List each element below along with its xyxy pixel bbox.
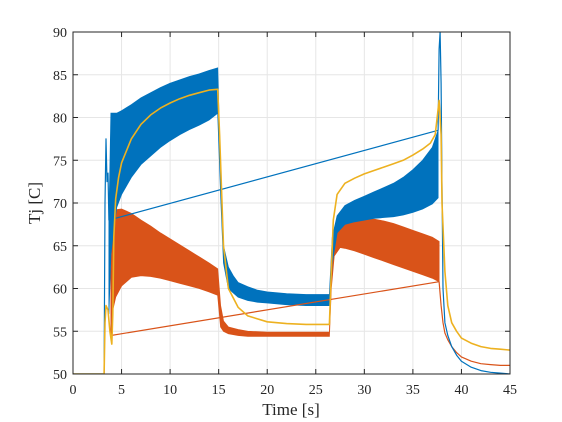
x-tick-label: 15 [212,383,226,398]
x-tick-label: 25 [309,383,323,398]
y-tick-label: 80 [53,112,67,127]
y-tick-label: 60 [53,283,67,298]
series-line [73,88,510,374]
x-tick-label: 40 [454,383,468,398]
x-tick-label: 10 [163,383,177,398]
x-tick-label: 20 [260,383,274,398]
y-tick-label: 85 [53,69,67,84]
series-line [110,281,510,366]
x-tick-label: 5 [118,383,125,398]
ticks: 0 5 10 15 20 25 30 35 40 45 50 55 60 65 70 75 80 85 90 [53,26,517,398]
x-tick-label: 30 [357,383,371,398]
y-axis-label: Tj [C] [25,182,44,224]
y-tick-label: 70 [53,197,67,212]
x-tick-label: 35 [406,383,420,398]
y-tick-label: 65 [53,240,67,255]
data-series [73,32,510,374]
series-band [108,67,439,315]
x-tick-label: 0 [70,383,77,398]
y-tick-label: 75 [53,154,67,169]
y-tick-label: 50 [53,368,67,383]
x-axis-label: Time [s] [262,400,319,419]
y-tick-label: 55 [53,325,67,340]
x-tick-label: 45 [503,383,517,398]
y-tick-label: 90 [53,26,67,41]
